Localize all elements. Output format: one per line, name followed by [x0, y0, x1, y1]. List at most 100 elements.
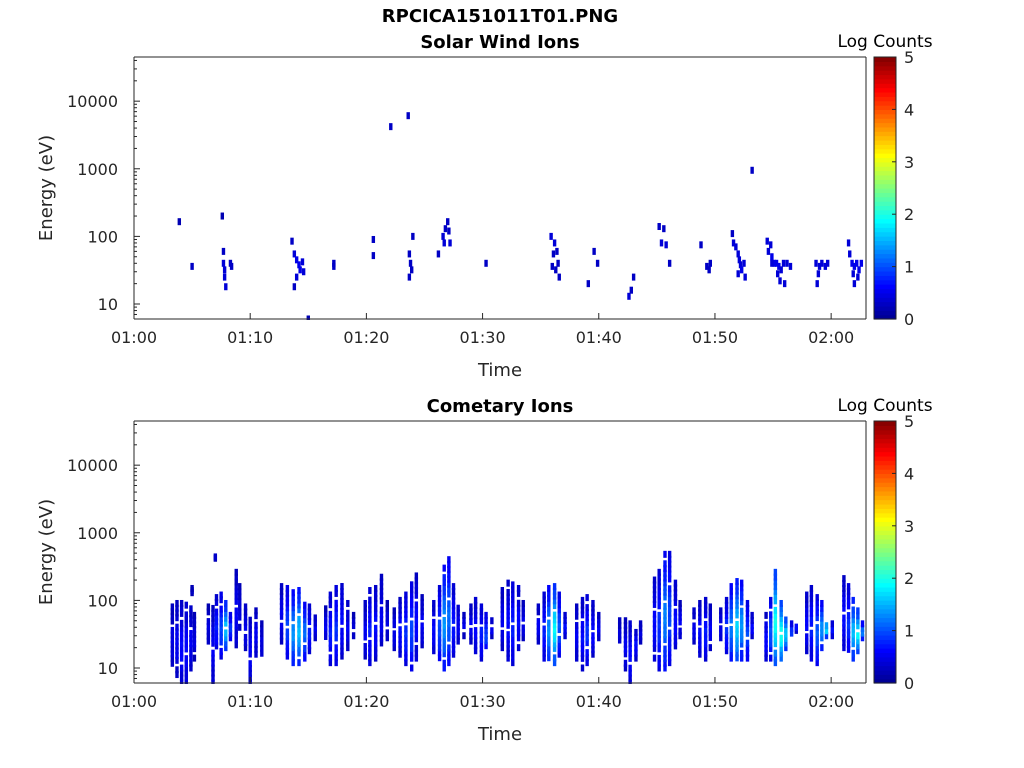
- data-cell: [745, 639, 750, 647]
- colorbar-segment: [874, 275, 896, 281]
- data-cell: [324, 605, 328, 613]
- data-cell: [815, 604, 819, 612]
- data-cell: [772, 259, 776, 267]
- data-cell: [597, 611, 601, 619]
- data-cell: [805, 605, 809, 613]
- data-cell: [673, 627, 678, 635]
- data-cell: [735, 625, 739, 633]
- data-cell: [815, 629, 819, 637]
- data-cell: [297, 639, 301, 647]
- data-cell: [420, 636, 424, 644]
- data-cell: [585, 619, 589, 627]
- data-cell: [663, 565, 667, 573]
- data-cell: [285, 642, 290, 650]
- data-cell: [634, 654, 638, 662]
- data-cell: [447, 570, 451, 578]
- data-cell: [735, 611, 739, 619]
- data-cell: [591, 613, 595, 621]
- data-cell: [506, 635, 510, 643]
- data-cell: [842, 639, 846, 647]
- data-cell: [766, 247, 771, 255]
- data-cell: [500, 601, 505, 609]
- data-cell: [500, 591, 505, 599]
- data-cell: [851, 649, 855, 657]
- data-cell: [292, 250, 297, 258]
- data-cell: [479, 617, 484, 625]
- data-cell: [234, 573, 238, 581]
- data-cell: [557, 626, 561, 634]
- data-cell: [398, 606, 402, 614]
- data-cell: [657, 621, 661, 629]
- data-cell: [547, 594, 551, 602]
- data-cell: [442, 593, 446, 601]
- data-cell: [773, 635, 778, 643]
- data-cell: [379, 630, 384, 638]
- data-cell: [779, 266, 783, 274]
- colorbar-segment: [874, 148, 896, 154]
- data-cell: [248, 650, 252, 658]
- data-cell: [678, 604, 682, 612]
- y-axis-label: Energy (eV): [36, 499, 57, 605]
- data-cell: [764, 611, 768, 619]
- data-cell: [170, 641, 175, 649]
- colorbar-segment: [874, 284, 896, 290]
- colorbar-segment: [874, 438, 896, 444]
- data-cell: [552, 239, 557, 247]
- data-cell: [414, 611, 419, 619]
- data-cell: [809, 614, 814, 622]
- data-cell: [735, 649, 739, 657]
- data-cell: [634, 649, 638, 657]
- colorbar-segment: [874, 109, 896, 115]
- data-cell: [805, 600, 809, 608]
- data-cell: [221, 259, 226, 267]
- data-cell: [404, 591, 408, 599]
- data-cell: [220, 212, 225, 220]
- data-cell: [398, 645, 402, 653]
- data-cell: [334, 629, 338, 637]
- data-cell: [363, 609, 367, 617]
- data-cell: [447, 615, 451, 623]
- data-cell: [328, 620, 333, 628]
- colorbar-segment: [874, 634, 896, 640]
- data-cell: [784, 630, 788, 638]
- data-cell: [652, 630, 657, 638]
- data-cell: [750, 627, 754, 635]
- x-tick-label: 02:00: [808, 692, 854, 711]
- data-cell: [820, 259, 824, 267]
- data-cell: [779, 644, 783, 652]
- data-cell: [663, 655, 667, 663]
- data-cell: [432, 609, 436, 617]
- data-cell: [420, 622, 424, 630]
- colorbar-tick-label: 1: [904, 622, 914, 641]
- data-cell: [297, 261, 301, 269]
- data-cell: [175, 614, 179, 622]
- data-cell: [192, 645, 197, 653]
- data-cell: [724, 637, 729, 645]
- data-cell: [667, 649, 672, 657]
- data-cell: [779, 604, 783, 612]
- colorbar-segment: [874, 96, 896, 102]
- data-cell: [698, 613, 702, 621]
- data-cell: [473, 601, 478, 609]
- colorbar-segment: [874, 665, 896, 671]
- x-tick-label: 01:30: [460, 692, 506, 711]
- data-cell: [729, 597, 733, 605]
- data-cell: [404, 606, 408, 614]
- data-cell: [340, 592, 344, 600]
- data-cell: [745, 654, 750, 662]
- colorbar-segment: [874, 530, 896, 536]
- data-cell: [634, 644, 638, 652]
- data-cell: [300, 258, 305, 266]
- data-cell: [206, 618, 211, 626]
- data-cell: [563, 627, 567, 635]
- data-cell: [175, 637, 179, 645]
- data-cell: [307, 627, 312, 635]
- data-cell: [745, 599, 750, 607]
- data-cell: [409, 620, 414, 628]
- data-cell: [769, 616, 773, 624]
- data-cell: [764, 626, 768, 634]
- data-cell: [708, 618, 713, 626]
- colorbar-segment: [874, 153, 896, 159]
- data-cell: [442, 583, 446, 591]
- data-cell: [189, 639, 193, 647]
